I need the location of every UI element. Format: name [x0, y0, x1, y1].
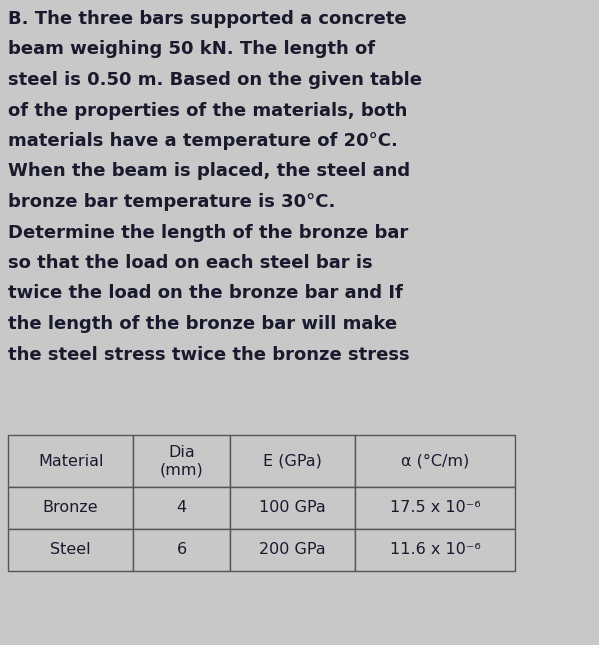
Bar — [8, 487, 134, 529]
Text: 4: 4 — [176, 501, 186, 515]
Text: 11.6 x 10⁻⁶: 11.6 x 10⁻⁶ — [390, 542, 480, 557]
Bar — [134, 529, 229, 571]
Bar — [8, 435, 134, 487]
Text: the steel stress twice the bronze stress: the steel stress twice the bronze stress — [8, 346, 410, 364]
Bar — [229, 487, 355, 529]
Text: materials have a temperature of 20°C.: materials have a temperature of 20°C. — [8, 132, 398, 150]
Text: B. The three bars supported a concrete: B. The three bars supported a concrete — [8, 10, 407, 28]
Text: twice the load on the bronze bar and If: twice the load on the bronze bar and If — [8, 284, 403, 303]
Text: the length of the bronze bar will make: the length of the bronze bar will make — [8, 315, 397, 333]
Bar — [355, 435, 515, 487]
Text: E (GPa): E (GPa) — [263, 453, 322, 468]
Bar — [229, 529, 355, 571]
Text: When the beam is placed, the steel and: When the beam is placed, the steel and — [8, 163, 410, 181]
Text: Steel: Steel — [50, 542, 91, 557]
Text: α (°C/m): α (°C/m) — [401, 453, 469, 468]
Text: 17.5 x 10⁻⁶: 17.5 x 10⁻⁶ — [390, 501, 480, 515]
Text: 6: 6 — [176, 542, 186, 557]
Text: 200 GPa: 200 GPa — [259, 542, 325, 557]
Text: of the properties of the materials, both: of the properties of the materials, both — [8, 101, 407, 119]
Bar — [355, 487, 515, 529]
Text: so that the load on each steel bar is: so that the load on each steel bar is — [8, 254, 373, 272]
Bar — [229, 435, 355, 487]
Text: 100 GPa: 100 GPa — [259, 501, 326, 515]
Text: Determine the length of the bronze bar: Determine the length of the bronze bar — [8, 224, 409, 241]
Text: Material: Material — [38, 453, 104, 468]
Bar — [8, 529, 134, 571]
Bar — [355, 529, 515, 571]
Text: steel is 0.50 m. Based on the given table: steel is 0.50 m. Based on the given tabl… — [8, 71, 422, 89]
Text: Dia
(mm): Dia (mm) — [159, 445, 203, 477]
Bar — [134, 487, 229, 529]
Bar — [134, 435, 229, 487]
Text: Bronze: Bronze — [43, 501, 98, 515]
Text: beam weighing 50 kN. The length of: beam weighing 50 kN. The length of — [8, 41, 375, 59]
Text: bronze bar temperature is 30°C.: bronze bar temperature is 30°C. — [8, 193, 335, 211]
